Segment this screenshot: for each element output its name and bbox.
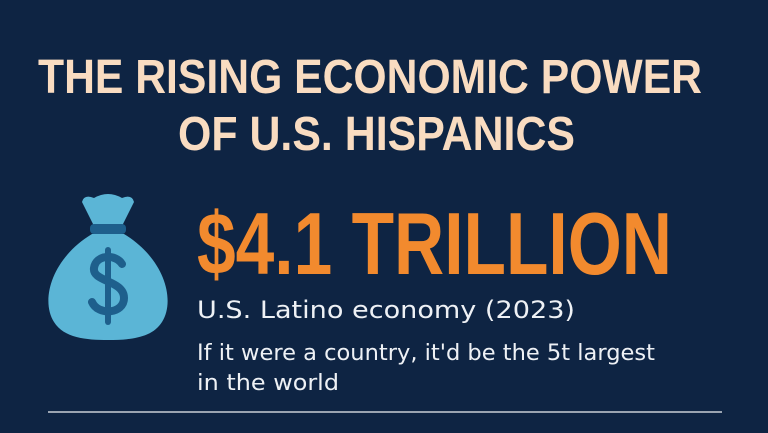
- stat-value: $4.1 TRILLION: [197, 194, 672, 293]
- stat-description: If it were a country, it'd be the 5t lar…: [197, 341, 655, 366]
- money-bag-icon: [48, 194, 168, 340]
- stat-label: U.S. Latino economy (2023): [197, 296, 575, 324]
- stat-description: in the world: [197, 371, 339, 396]
- title-line: OF U.S. HISPANICS: [178, 108, 575, 161]
- title-line: THE RISING ECONOMIC POWER: [38, 51, 702, 104]
